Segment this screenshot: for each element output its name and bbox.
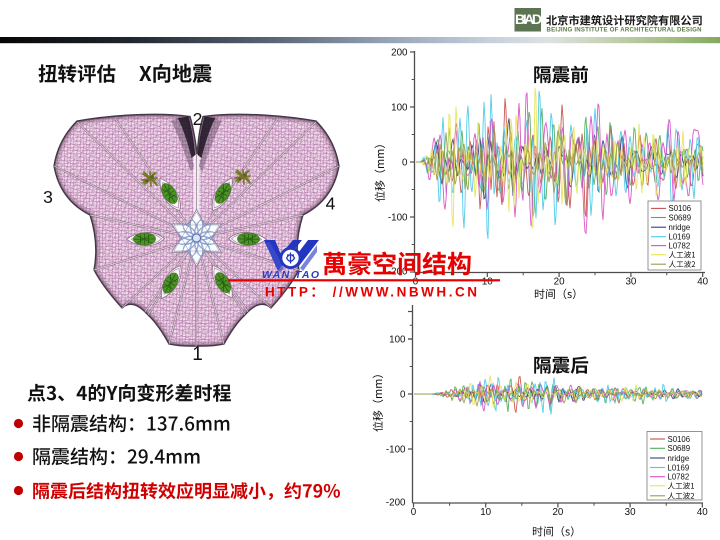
svg-text:20: 20 [554, 277, 565, 288]
svg-text:0: 0 [413, 277, 419, 288]
svg-text:-200: -200 [388, 266, 408, 277]
svg-text:-100: -100 [386, 444, 406, 455]
svg-text:40: 40 [697, 277, 708, 288]
svg-text:4: 4 [326, 194, 336, 214]
svg-text:10: 10 [482, 277, 493, 288]
svg-text:10: 10 [480, 507, 491, 518]
svg-text:1: 1 [192, 344, 203, 365]
svg-text:L0782: L0782 [668, 473, 690, 482]
svg-text:0: 0 [400, 389, 406, 400]
svg-text:S0689: S0689 [669, 213, 692, 222]
svg-text:S0106: S0106 [668, 435, 691, 444]
svg-text:L0169: L0169 [669, 233, 691, 242]
svg-text:0: 0 [402, 157, 408, 168]
svg-text:30: 30 [625, 277, 636, 288]
svg-text:BIAD: BIAD [515, 11, 542, 27]
svg-text:20: 20 [552, 507, 563, 518]
svg-text:WAN TAO: WAN TAO [262, 269, 319, 281]
svg-text:S0689: S0689 [668, 444, 691, 453]
svg-text:HTTP： //WWW.NBWH.CN: HTTP： //WWW.NBWH.CN [265, 285, 477, 300]
svg-text:100: 100 [389, 334, 406, 345]
svg-text:BEIJING INSTITUTE OF ARCHITECT: BEIJING INSTITUTE OF ARCHITECTURAL DESIG… [547, 27, 702, 34]
svg-text:30: 30 [625, 507, 636, 518]
svg-text:2: 2 [193, 109, 203, 129]
svg-text:0: 0 [411, 507, 417, 518]
svg-text:nridge: nridge [668, 454, 690, 463]
svg-text:200: 200 [391, 47, 408, 58]
svg-text:-200: -200 [386, 497, 406, 508]
svg-text:40: 40 [697, 507, 708, 518]
svg-text:S0106: S0106 [669, 204, 692, 213]
svg-text:nridge: nridge [669, 223, 691, 232]
svg-text:L0169: L0169 [668, 463, 690, 472]
svg-text:-100: -100 [388, 212, 408, 223]
svg-text:3: 3 [43, 187, 53, 207]
svg-text:L0782: L0782 [669, 241, 691, 250]
svg-text:100: 100 [391, 102, 408, 113]
